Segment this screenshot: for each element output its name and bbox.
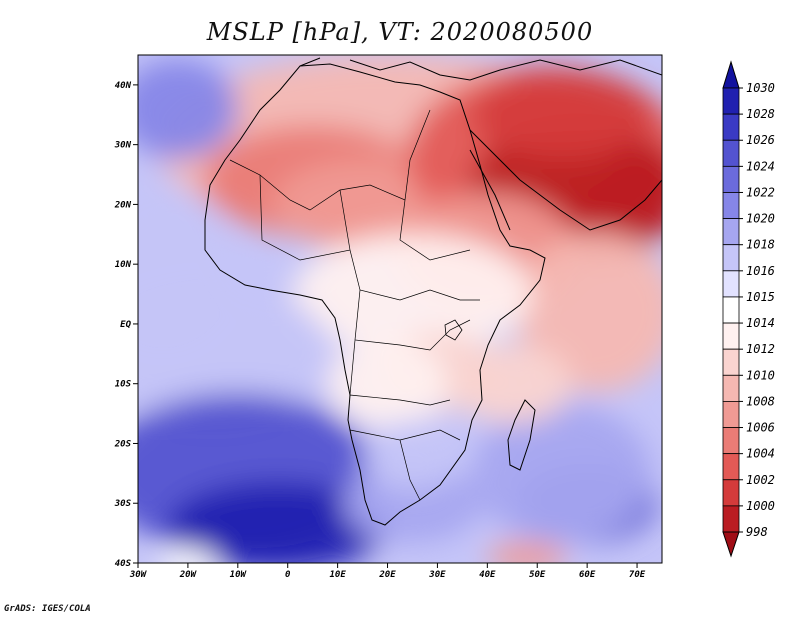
colorbar-label: 1030	[746, 81, 775, 95]
x-tick-label: 50E	[529, 570, 546, 580]
pressure-field	[138, 55, 662, 563]
colorbar-bin	[722, 139, 740, 167]
colorbar-label: 1012	[746, 342, 775, 356]
colorbar-label: 1015	[746, 290, 775, 304]
colorbar-label: 1024	[746, 159, 775, 173]
colorbar-bin	[722, 427, 740, 455]
pressure-region	[472, 403, 653, 544]
y-tick-label: 10N	[115, 260, 132, 270]
colorbar-label: 1006	[746, 421, 775, 435]
x-axis: 30W 20W 10W 0 10E 20E 30E 40E 50E 60E 70E	[129, 563, 646, 580]
colorbar-label: 1018	[746, 238, 775, 252]
y-axis: 40N 30N 20N 10N EQ 10S 20S 30S 40S	[114, 81, 138, 569]
y-tick-label: 10S	[115, 380, 132, 390]
arabian-peninsula-coastline	[469, 129, 662, 231]
colorbar-label: 1016	[746, 264, 775, 278]
colorbar-label: 1020	[746, 212, 775, 226]
y-tick-label: 40N	[115, 81, 132, 91]
colorbar-extend-max	[722, 60, 740, 89]
colorbar-bin	[722, 165, 740, 193]
x-tick-label: 30W	[129, 570, 148, 580]
pressure-region	[167, 482, 388, 563]
colorbar-bin	[722, 401, 740, 428]
plot-frame	[137, 54, 663, 564]
coastline-borders	[204, 57, 662, 526]
colorbar-bin	[722, 348, 740, 376]
colorbar-bin	[722, 322, 740, 350]
x-tick-label: 30E	[428, 570, 446, 580]
y-tick-label: 20S	[114, 439, 132, 449]
pressure-region	[157, 548, 218, 563]
pressure-region	[472, 69, 653, 160]
pressure-region	[362, 420, 463, 491]
pressure-region	[487, 542, 568, 563]
x-tick-label: 20W	[179, 570, 198, 580]
colorbar-bin	[722, 218, 740, 246]
pressure-region	[342, 463, 483, 544]
x-tick-label: 0	[285, 570, 291, 580]
y-tick-label: 30N	[114, 141, 132, 151]
y-tick-label: 30S	[114, 499, 132, 509]
colorbar-label: 1010	[746, 368, 775, 382]
africa-coastline	[204, 63, 546, 526]
colorbar-label: 1028	[746, 107, 775, 121]
colorbar-bin	[722, 113, 740, 141]
footer-credit: GrADS: IGES/COLA	[4, 604, 91, 614]
madagascar-coastline	[507, 399, 536, 471]
europe-coastline	[299, 57, 662, 81]
colorbar-label: 1000	[746, 499, 775, 513]
colorbar-bin	[722, 270, 740, 298]
colorbar-bin	[722, 505, 740, 533]
colorbar-label: 1004	[746, 447, 775, 461]
colorbar-label: 1008	[746, 394, 775, 408]
red-sea-coast	[469, 149, 511, 231]
pressure-region	[138, 58, 238, 159]
lake-victoria	[444, 319, 463, 341]
pressure-region	[517, 232, 662, 392]
y-tick-label: 20N	[114, 200, 132, 210]
x-tick-label: 10W	[230, 570, 248, 580]
x-tick-label: 60E	[579, 570, 596, 580]
pressure-region	[327, 338, 448, 429]
colorbar-bin	[722, 374, 740, 402]
colorbar-bin	[722, 296, 740, 324]
y-tick-label: 40S	[115, 559, 132, 569]
pressure-region	[452, 343, 573, 424]
x-tick-label: 20E	[378, 570, 396, 580]
x-tick-label: 70E	[629, 570, 646, 580]
colorbar-bin	[722, 192, 740, 219]
y-tick-label: EQ	[120, 320, 131, 330]
colorbar-label: 1014	[746, 316, 775, 330]
colorbar-label: 1002	[746, 473, 775, 487]
colorbar-label: 1022	[746, 185, 775, 199]
colorbar-extend-min	[722, 531, 740, 558]
colorbar: 1030 1028 1026 1024 1022 1020 1018 1016 1015 1014…	[722, 60, 775, 558]
colorbar-bin	[722, 479, 740, 507]
colorbar-bin	[722, 87, 740, 115]
chart-title: MSLP [hPa], VT: 2020080500	[206, 18, 594, 46]
x-tick-label: 10E	[329, 570, 346, 580]
x-tick-label: 40E	[479, 570, 496, 580]
colorbar-bin	[722, 244, 740, 272]
pressure-region	[138, 283, 333, 424]
colorbar-bin	[722, 453, 740, 481]
country-borders	[229, 109, 480, 501]
colorbar-label: 998	[746, 525, 768, 539]
pressure-region	[292, 234, 533, 355]
colorbar-label: 1026	[746, 133, 775, 147]
